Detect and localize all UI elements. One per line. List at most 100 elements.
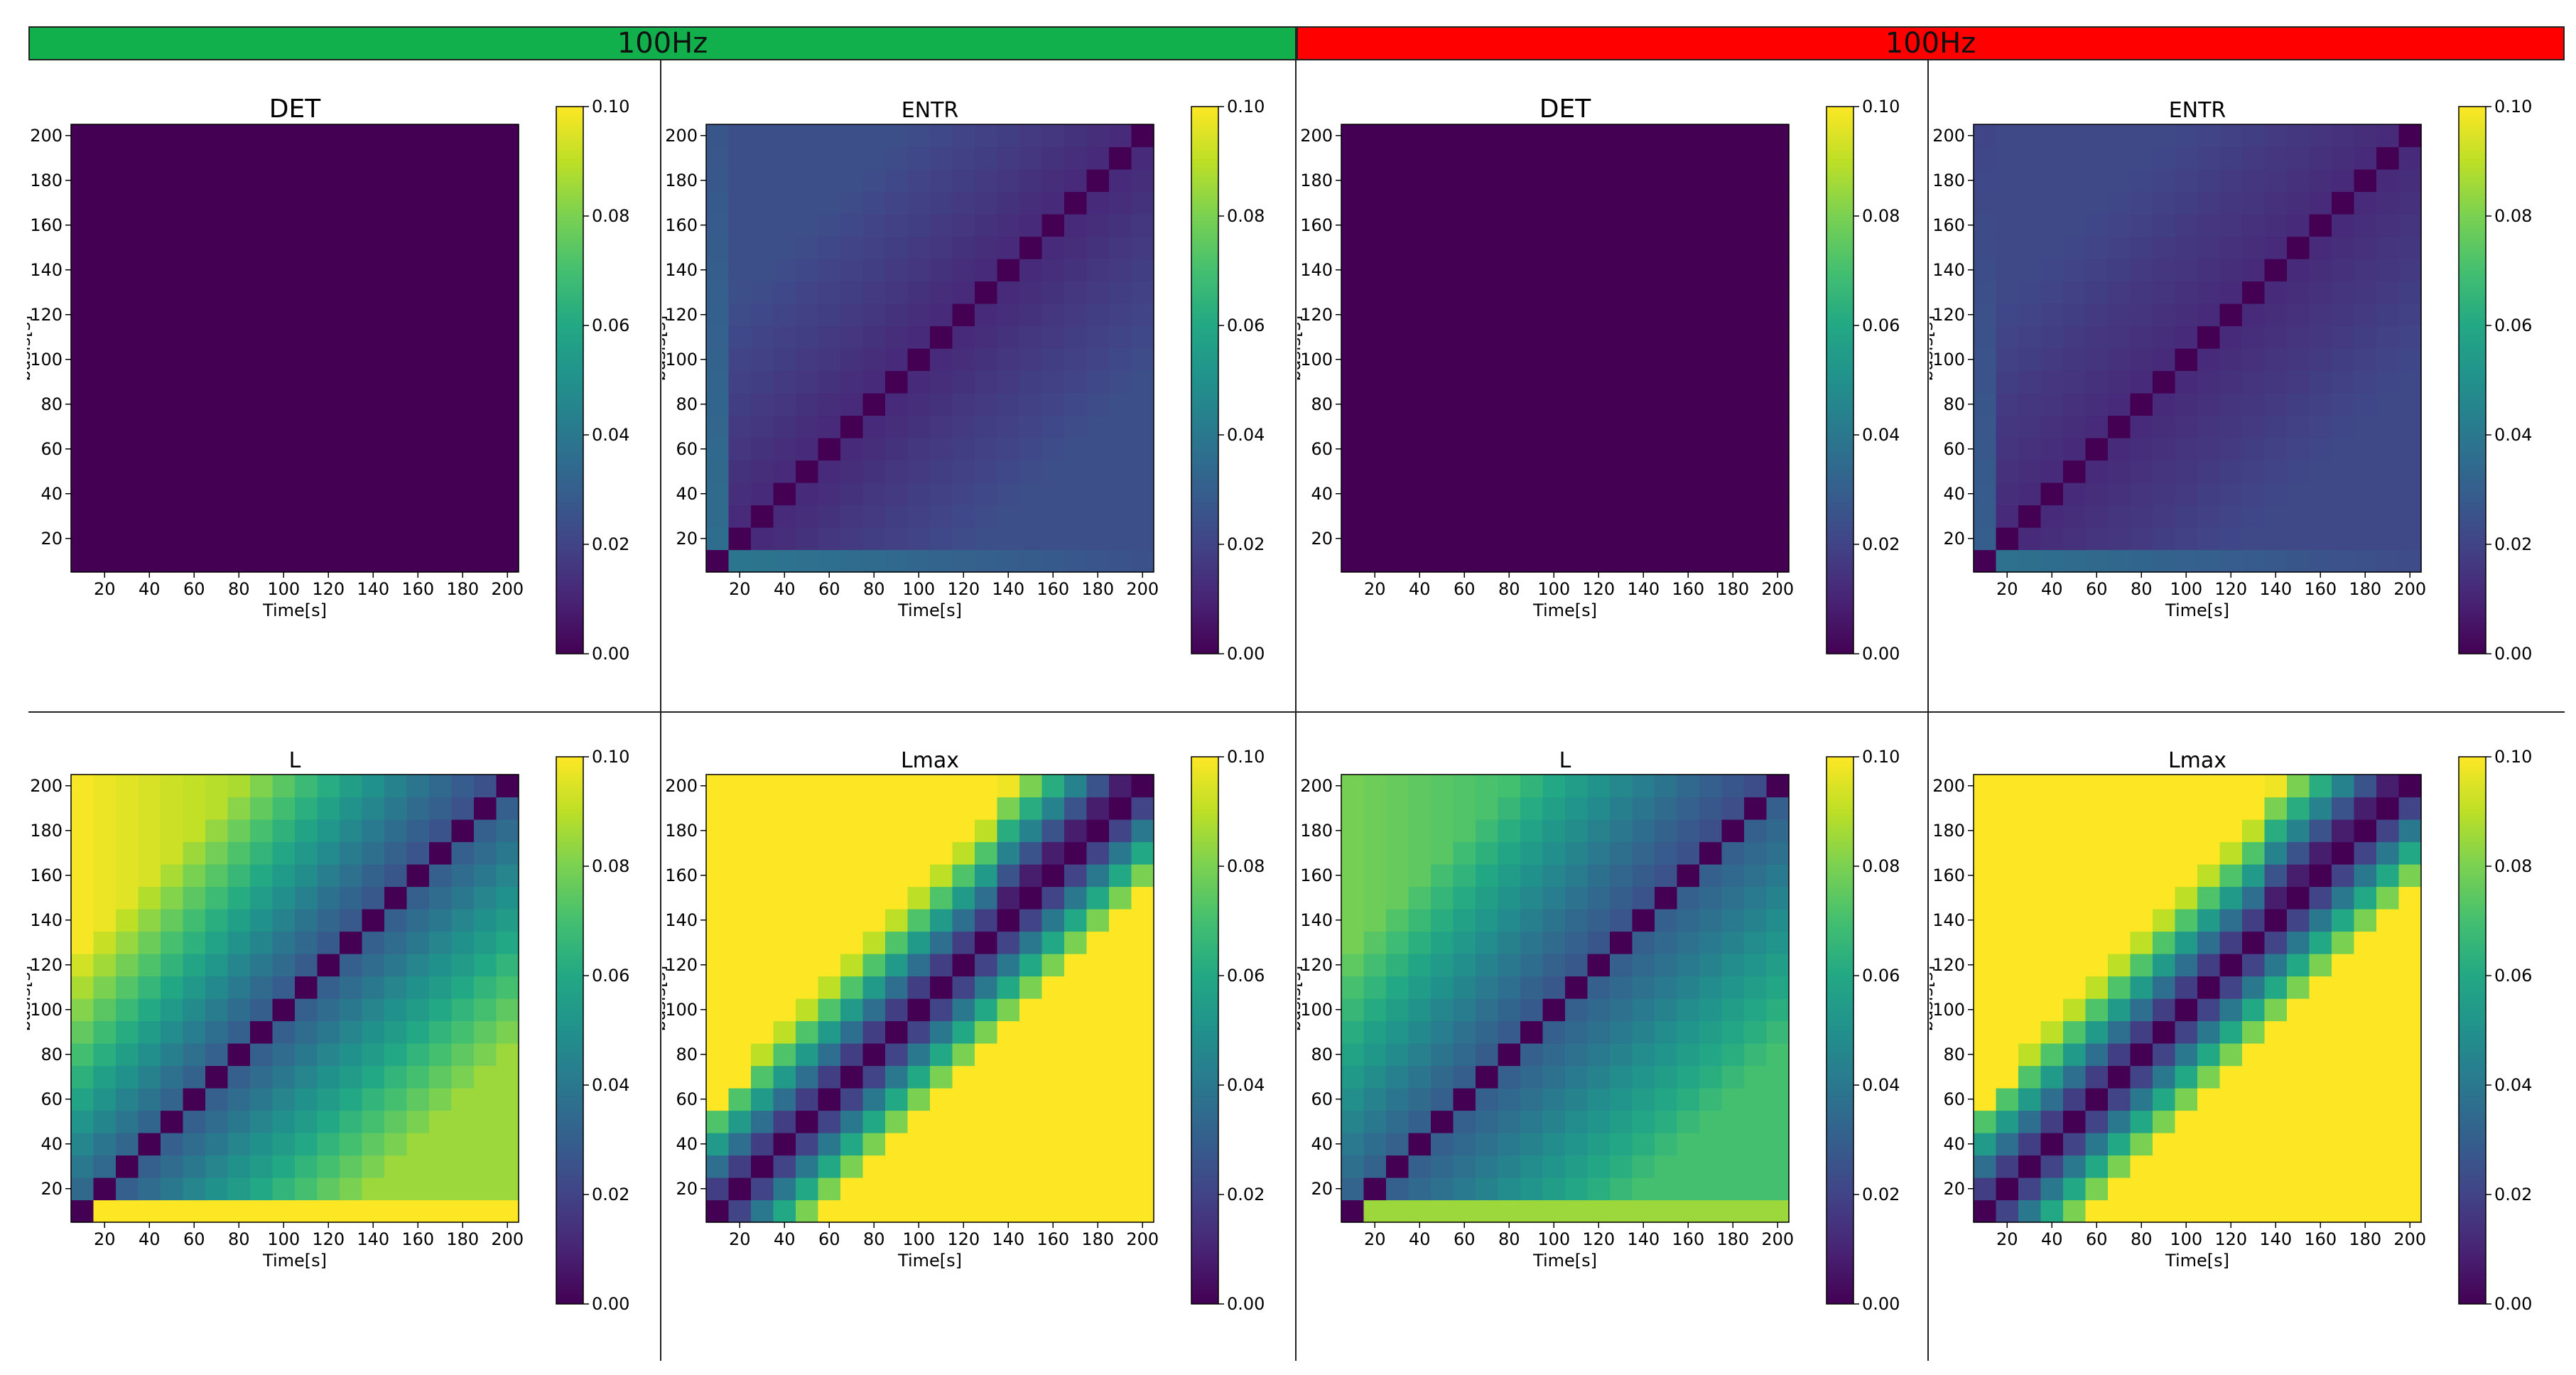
heatmap-cell (1677, 797, 1700, 820)
colorbar-tick-label: 0.06 (592, 316, 629, 335)
heatmap-cell (1565, 124, 1589, 148)
heatmap-cell (1974, 146, 1997, 170)
heatmap-cell (406, 124, 430, 148)
heatmap-cell (272, 303, 296, 327)
heatmap-cell (1109, 797, 1132, 820)
heatmap-cell (1363, 1065, 1387, 1089)
heatmap-cell (2063, 886, 2087, 910)
heatmap-cell (1565, 797, 1589, 820)
heatmap-cell (2130, 505, 2153, 528)
heatmap-cell (340, 460, 363, 483)
heatmap-cell (907, 886, 931, 910)
heatmap-cell (2085, 1110, 2109, 1133)
heatmap-cell (1721, 348, 1745, 372)
heatmap-cell (205, 482, 229, 506)
heatmap-cell (2130, 931, 2153, 954)
heatmap-cell (1565, 438, 1589, 461)
x-tick-label: 20 (729, 1229, 751, 1249)
heatmap-cell (975, 1020, 998, 1044)
heatmap-cell (1131, 1133, 1154, 1156)
heatmap-cell (272, 886, 296, 910)
heatmap-cell (1610, 236, 1633, 259)
heatmap-cell (1476, 415, 1499, 438)
heatmap-cell (2332, 214, 2355, 237)
heatmap-cell (250, 775, 274, 798)
heatmap-cell (384, 998, 408, 1022)
heatmap-cell (1064, 214, 1088, 237)
heatmap-cell (796, 1088, 819, 1111)
heatmap-cell (2219, 931, 2243, 954)
heatmap-cell (930, 1020, 953, 1044)
heatmap-cell (2197, 931, 2221, 954)
heatmap-cell (2130, 482, 2153, 506)
heatmap-cell (1476, 281, 1499, 304)
heatmap-cell (796, 841, 819, 865)
heatmap-cell (1341, 1088, 1365, 1111)
heatmap-cell (840, 549, 864, 573)
heatmap-cell (1064, 393, 1088, 416)
heatmap-cell (1131, 482, 1154, 506)
heatmap-cell (183, 549, 206, 573)
heatmap-cell (796, 214, 819, 237)
heatmap-cell (429, 976, 453, 999)
heatmap-cell (474, 281, 497, 304)
heatmap-cell (496, 864, 519, 888)
heatmap-cell (1386, 1199, 1409, 1223)
heatmap-cell (1655, 1020, 1678, 1044)
heatmap-cell (1109, 214, 1132, 237)
heatmap-cell (1363, 1199, 1387, 1223)
x-axis-label: Time[s] (897, 1251, 962, 1271)
heatmap-cell (161, 325, 184, 349)
heatmap-cell (2153, 505, 2176, 528)
heatmap-cell (1655, 169, 1678, 193)
heatmap-cell (728, 1199, 752, 1223)
heatmap-cell (496, 998, 519, 1022)
heatmap-cell (1109, 393, 1132, 416)
heatmap-cell (406, 325, 430, 349)
heatmap-cell (1699, 864, 1723, 888)
heatmap-cell (840, 259, 864, 282)
y-tick-label: 140 (665, 910, 698, 930)
heatmap-cell (818, 303, 841, 327)
heatmap-cell (751, 527, 774, 551)
heatmap-cell (1520, 259, 1544, 282)
heatmap-cell (2130, 169, 2153, 193)
x-tick-label: 100 (2170, 579, 2202, 599)
heatmap-cell (451, 931, 475, 954)
heatmap-cell (952, 415, 975, 438)
heatmap-cell (2040, 1088, 2064, 1111)
heatmap-cell (1520, 775, 1544, 798)
heatmap-cell (2130, 438, 2153, 461)
heatmap-cell (2332, 348, 2355, 372)
heatmap-cell (1498, 886, 1521, 910)
heatmap-cell (1996, 415, 2019, 438)
heatmap-cell (93, 549, 117, 573)
heatmap-cell (1721, 146, 1745, 170)
heatmap-cell (818, 998, 841, 1022)
heatmap-cell (2018, 393, 2042, 416)
y-tick-label: 40 (1943, 484, 1965, 504)
heatmap-cell (406, 460, 430, 483)
vertical-divider-3 (1927, 60, 1929, 1361)
heatmap-cell (907, 549, 931, 573)
heatmap-cell (1632, 370, 1655, 394)
heatmap-cell (773, 1020, 796, 1044)
heatmap-cell (1721, 460, 1745, 483)
heatmap-cell (1565, 236, 1589, 259)
heatmap-cell (1587, 482, 1611, 506)
heatmap-cell (2242, 1043, 2266, 1067)
heatmap-cell (2018, 909, 2042, 932)
x-axis-label: Time[s] (262, 600, 327, 620)
heatmap-cell (975, 1177, 998, 1201)
heatmap-cell (474, 393, 497, 416)
heatmap-cell (1744, 236, 1768, 259)
heatmap-cell (885, 1110, 909, 1133)
heatmap-cell (2242, 1065, 2266, 1089)
heatmap-cell (728, 393, 752, 416)
heatmap-cell (1019, 954, 1043, 977)
heatmap-cell (138, 460, 161, 483)
heatmap-cell (429, 1155, 453, 1178)
heatmap-cell (1019, 1133, 1043, 1156)
heatmap-cell (362, 1133, 385, 1156)
heatmap-cell (1431, 976, 1454, 999)
